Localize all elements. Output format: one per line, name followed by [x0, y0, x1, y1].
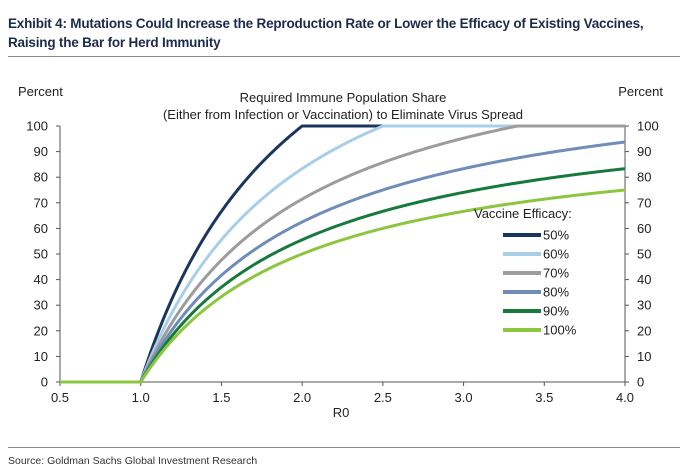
tick-marks — [56, 125, 629, 386]
y-tick-label-left: 100 — [26, 119, 48, 134]
y-tick-label-left: 20 — [34, 323, 48, 338]
legend-label-50pct: 50% — [543, 228, 569, 243]
x-tick-label: 1.5 — [212, 390, 230, 405]
x-tick-label: 3.5 — [535, 390, 553, 405]
y-tick-label-right: 60 — [637, 221, 651, 236]
y-tick-label-left: 80 — [34, 170, 48, 185]
y-axis-label-right: Percent — [618, 84, 663, 99]
x-tick-label: 1.0 — [132, 390, 150, 405]
chart-subtitle: (Either from Infection or Vaccination) t… — [163, 107, 523, 122]
footer-divider — [8, 447, 680, 448]
y-tick-label-left: 40 — [34, 272, 48, 287]
y-tick-label-right: 70 — [637, 195, 651, 210]
y-tick-label-left: 10 — [34, 349, 48, 364]
legend-label-100pct: 100% — [543, 323, 577, 338]
legend-label-80pct: 80% — [543, 285, 569, 300]
y-tick-label-right: 0 — [637, 375, 644, 390]
legend: Vaccine Efficacy: 50% 60% 70% 80% 90% 100% — [474, 206, 577, 338]
title-divider — [8, 56, 680, 57]
legend-title: Vaccine Efficacy: — [474, 206, 572, 221]
x-tick-label: 0.5 — [51, 390, 69, 405]
y-tick-label-left: 30 — [34, 298, 48, 313]
y-tick-label-right: 10 — [637, 349, 651, 364]
x-axis-label: R0 — [333, 405, 350, 420]
chart-title: Required Immune Population Share — [240, 90, 447, 105]
y-tick-label-right: 80 — [637, 170, 651, 185]
series-line-100pct — [60, 188, 626, 384]
y-tick-label-right: 20 — [637, 323, 651, 338]
series-lines — [60, 124, 626, 384]
y-tick-label-left: 90 — [34, 144, 48, 159]
y-tick-label-left: 50 — [34, 247, 48, 262]
y-tick-label-right: 100 — [637, 119, 659, 134]
legend-label-70pct: 70% — [543, 266, 569, 281]
y-tick-label-left: 60 — [34, 221, 48, 236]
y-axis-label-left: Percent — [18, 84, 63, 99]
y-tick-label-left: 0 — [41, 375, 48, 390]
legend-label-90pct: 90% — [543, 304, 569, 319]
x-tick-label: 2.0 — [293, 390, 311, 405]
x-tick-label: 4.0 — [616, 390, 634, 405]
series-line-80pct — [60, 140, 626, 384]
y-tick-label-right: 90 — [637, 144, 651, 159]
y-tick-label-left: 70 — [34, 195, 48, 210]
series-line-70pct — [60, 124, 625, 384]
exhibit-title: Exhibit 4: Mutations Could Increase the … — [8, 16, 644, 50]
source-note: Source: Goldman Sachs Global Investment … — [8, 455, 258, 467]
y-tick-label-right: 40 — [637, 272, 651, 287]
y-tick-label-right: 50 — [637, 247, 651, 262]
x-tick-label: 3.0 — [455, 390, 473, 405]
legend-label-60pct: 60% — [543, 247, 569, 262]
y-tick-label-right: 30 — [637, 298, 651, 313]
x-tick-label: 2.5 — [374, 390, 392, 405]
